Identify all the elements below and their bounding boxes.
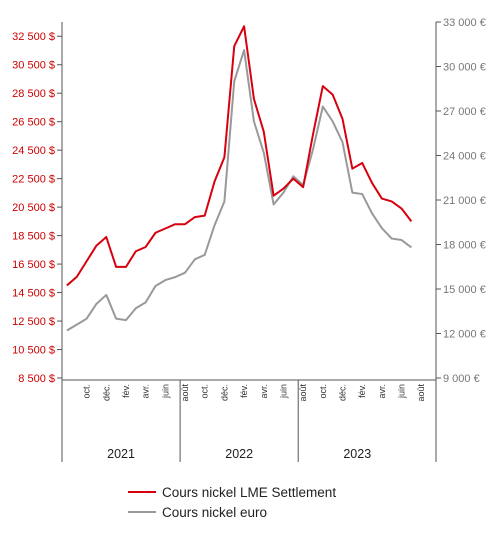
right-axis-ticks: 9 000 € 12 000 € 15 000 € 18 000 € 21 000 € 2…: [436, 17, 486, 385]
series-line: [66, 25, 413, 287]
series-lines: [66, 25, 413, 332]
month-labels: oct. déc. fév. avr. juin août oct. déc. fév. avr.…: [82, 384, 427, 402]
month-label: oct.: [200, 384, 210, 399]
left-tick-label: 22 500 $: [12, 174, 55, 186]
month-label: déc.: [338, 384, 348, 401]
right-tick-label: 18 000 €: [443, 240, 486, 252]
year-label: 2023: [343, 447, 371, 461]
left-tick-label: 18 500 $: [12, 231, 55, 243]
month-label: avr.: [141, 384, 151, 399]
month-label: fév.: [121, 384, 131, 398]
axes: [61, 22, 437, 462]
left-tick-label: 30 500 $: [12, 60, 55, 72]
right-tick-label: 12 000 €: [443, 329, 486, 341]
left-tick-label: 14 500 $: [12, 288, 55, 300]
right-tick-label: 33 000 €: [443, 17, 486, 29]
month-label: juin: [278, 384, 288, 399]
legend: Cours nickel LME Settlement Cours nickel …: [128, 485, 336, 520]
right-tick-label: 9 000 €: [443, 373, 480, 385]
right-tick-label: 15 000 €: [443, 284, 486, 296]
series-line: [66, 49, 412, 332]
month-label: fév.: [357, 384, 367, 398]
month-label: avr.: [259, 384, 269, 399]
month-label: déc.: [101, 384, 111, 401]
right-tick-label: 24 000 €: [443, 151, 486, 163]
month-label: août: [298, 384, 308, 402]
left-tick-label: 8 500 $: [18, 373, 55, 385]
month-label: juin: [160, 384, 170, 399]
month-label: fév.: [239, 384, 249, 398]
year-label: 2022: [225, 447, 253, 461]
legend-label: Cours nickel euro: [162, 505, 267, 520]
month-label: oct.: [82, 384, 92, 399]
left-tick-label: 26 500 $: [12, 117, 55, 129]
left-tick-label: 16 500 $: [12, 259, 55, 271]
month-label: déc.: [219, 384, 229, 401]
year-labels: 2021 2022 2023: [107, 447, 371, 461]
month-label: juin: [397, 384, 407, 399]
left-tick-label: 12 500 $: [12, 316, 55, 328]
legend-label: Cours nickel LME Settlement: [162, 485, 336, 500]
month-label: août: [180, 384, 190, 402]
left-tick-label: 10 500 $: [12, 345, 55, 357]
left-tick-label: 20 500 $: [12, 202, 55, 214]
left-tick-label: 24 500 $: [12, 145, 55, 157]
left-tick-label: 28 500 $: [12, 88, 55, 100]
left-tick-label: 32 500 $: [12, 31, 55, 43]
right-tick-label: 30 000 €: [443, 62, 486, 74]
year-label: 2021: [107, 447, 135, 461]
right-tick-label: 27 000 €: [443, 106, 486, 118]
left-axis-ticks: 8 500 $ 10 500 $ 12 500 $ 14 500 $ 16 500 $ 1…: [12, 31, 62, 385]
month-label: oct.: [318, 384, 328, 399]
month-label: août: [416, 384, 426, 402]
month-label: avr.: [377, 384, 387, 399]
right-tick-label: 21 000 €: [443, 195, 486, 207]
